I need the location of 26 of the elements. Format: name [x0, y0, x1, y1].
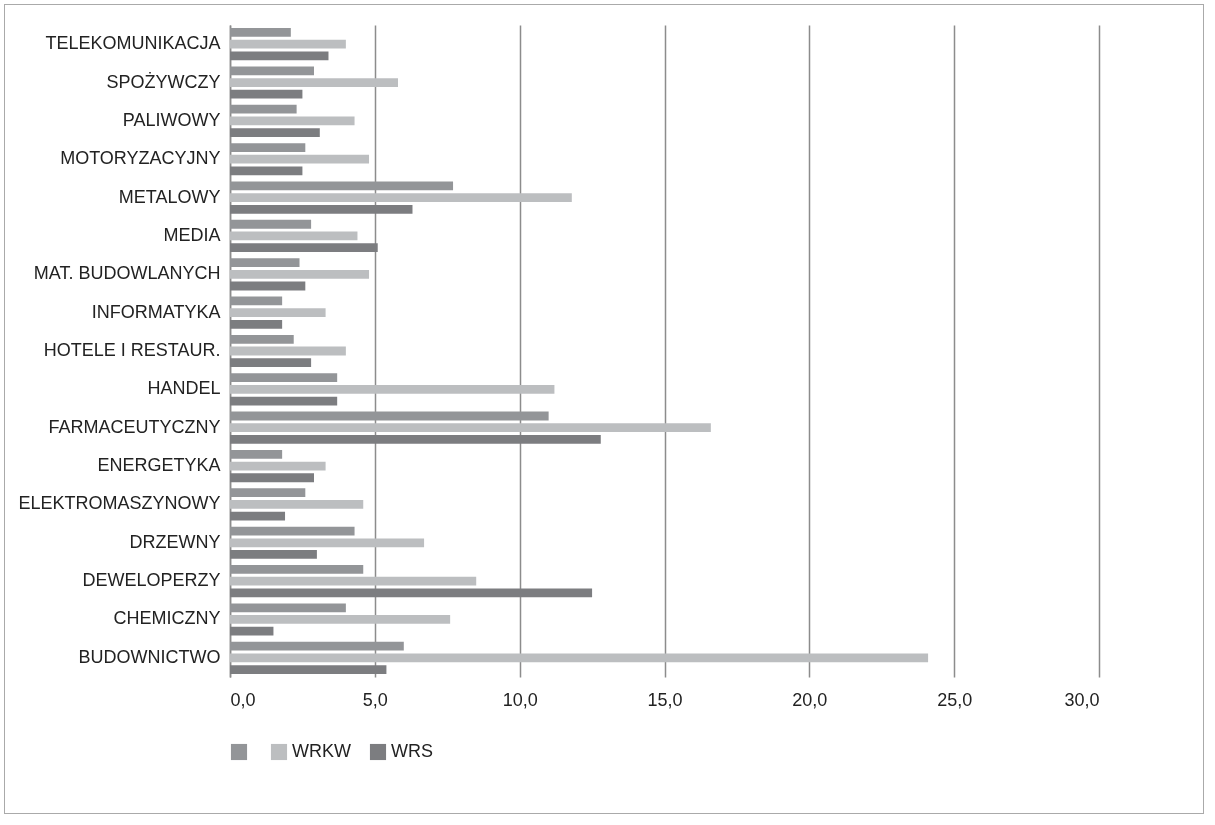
x-tick-label: 0,0	[230, 689, 256, 710]
y-tick-label: PALIWOWY	[122, 109, 221, 130]
y-tick-label: MOTORYZACYJNY	[60, 148, 221, 169]
y-tick-label: TELEKOMUNIKACJA	[45, 33, 221, 54]
y-tick-label: ENERGETYKA	[97, 455, 221, 476]
y-tick-label: FARMACEUTYCZNY	[48, 416, 221, 437]
legend-label: WRKW	[292, 741, 351, 761]
x-tick-label: 30,0	[1064, 689, 1100, 710]
y-tick-label: MEDIA	[163, 224, 221, 245]
x-tick-label: 5,0	[362, 689, 388, 710]
y-tick-label: BUDOWNICTWO	[78, 646, 221, 667]
x-tick-label: 20,0	[792, 689, 828, 710]
y-tick-label: SPOŻYWCZY	[106, 71, 221, 92]
y-tick-label: DRZEWNY	[129, 531, 221, 552]
x-tick-label: 25,0	[937, 689, 973, 710]
y-tick-label: HOTELE I RESTAUR.	[43, 340, 221, 360]
legend-label: WRS	[391, 741, 433, 761]
y-tick-label: CHEMICZNY	[113, 608, 221, 629]
y-tick-label: METALOWY	[118, 186, 221, 207]
x-tick-label: 15,0	[647, 689, 683, 710]
x-tick-label: 10,0	[502, 689, 538, 710]
y-tick-label: ELEKTROMASZYNOWY	[18, 493, 221, 514]
y-tick-label: DEWELOPERZY	[82, 570, 221, 591]
y-tick-label: HANDEL	[147, 378, 221, 399]
y-tick-label: MAT. BUDOWLANYCH	[33, 263, 221, 284]
y-tick-label: INFORMATYKA	[91, 301, 221, 322]
